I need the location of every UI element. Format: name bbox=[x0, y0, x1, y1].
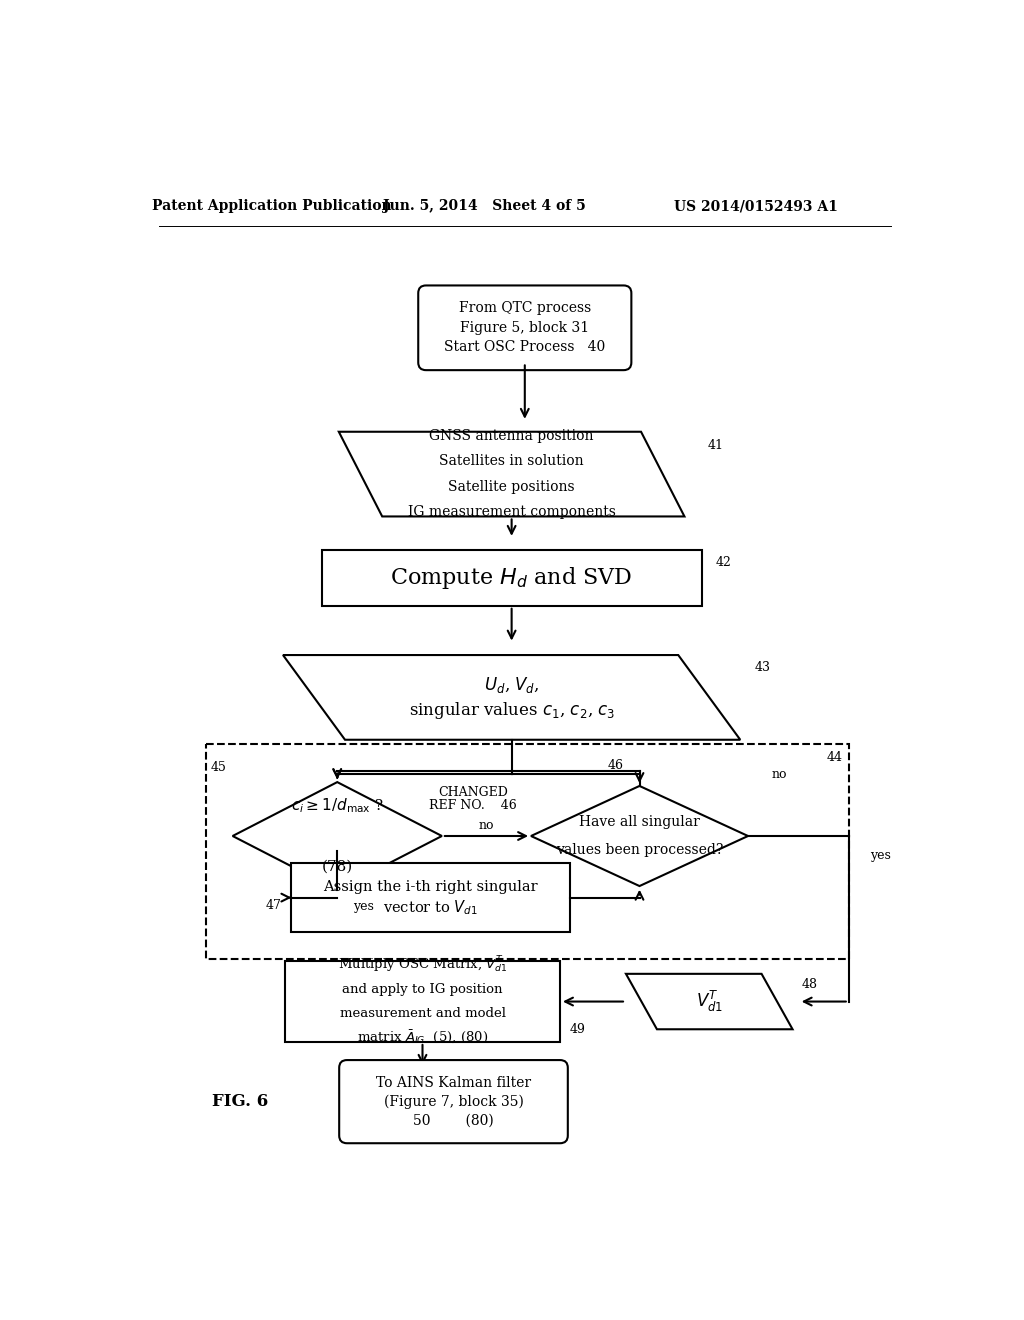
Text: 43: 43 bbox=[755, 661, 770, 675]
Text: 44: 44 bbox=[826, 751, 843, 764]
Text: GNSS antenna position: GNSS antenna position bbox=[429, 429, 594, 444]
Text: yes: yes bbox=[870, 849, 891, 862]
Text: yes: yes bbox=[352, 900, 374, 913]
Bar bbox=[322, 550, 701, 606]
Text: 46: 46 bbox=[608, 759, 624, 772]
Polygon shape bbox=[626, 974, 793, 1030]
Polygon shape bbox=[339, 432, 684, 516]
Text: IG measurement components: IG measurement components bbox=[408, 506, 615, 519]
Text: Jun. 5, 2014   Sheet 4 of 5: Jun. 5, 2014 Sheet 4 of 5 bbox=[383, 199, 586, 213]
Text: 49: 49 bbox=[569, 1023, 586, 1036]
Text: $V_{d1}^T$: $V_{d1}^T$ bbox=[695, 989, 723, 1014]
Bar bbox=[206, 743, 849, 960]
Text: REF NO.    46: REF NO. 46 bbox=[429, 800, 517, 813]
Text: measurement and model: measurement and model bbox=[340, 1007, 506, 1020]
Polygon shape bbox=[283, 655, 740, 739]
Text: To AINS Kalman filter: To AINS Kalman filter bbox=[376, 1076, 531, 1090]
Text: $c_i \geq 1/d_{\mathrm{max}}$ ?: $c_i \geq 1/d_{\mathrm{max}}$ ? bbox=[291, 796, 384, 816]
Text: no: no bbox=[478, 818, 495, 832]
Text: matrix $\bar{A}_{IG}$  (5), (80): matrix $\bar{A}_{IG}$ (5), (80) bbox=[356, 1030, 488, 1047]
Text: (78): (78) bbox=[322, 859, 353, 874]
Text: US 2014/0152493 A1: US 2014/0152493 A1 bbox=[674, 199, 838, 213]
Text: 48: 48 bbox=[802, 978, 818, 991]
Bar bbox=[291, 863, 569, 932]
Text: Start OSC Process   40: Start OSC Process 40 bbox=[444, 341, 605, 354]
Text: Patent Application Publication: Patent Application Publication bbox=[152, 199, 391, 213]
FancyBboxPatch shape bbox=[418, 285, 632, 370]
Text: Assign the i-th right singular: Assign the i-th right singular bbox=[323, 880, 538, 894]
Text: and apply to IG position: and apply to IG position bbox=[342, 983, 503, 995]
Text: (Figure 7, block 35): (Figure 7, block 35) bbox=[384, 1094, 523, 1109]
Polygon shape bbox=[232, 781, 442, 890]
FancyBboxPatch shape bbox=[339, 1060, 568, 1143]
Text: CHANGED: CHANGED bbox=[438, 785, 508, 799]
Text: Have all singular: Have all singular bbox=[579, 814, 700, 829]
Text: 41: 41 bbox=[708, 440, 724, 453]
Text: Multiply OSC Matrix, $V_{d1}^T$: Multiply OSC Matrix, $V_{d1}^T$ bbox=[338, 954, 508, 975]
Text: 47: 47 bbox=[265, 899, 282, 912]
Text: values been processed?: values been processed? bbox=[556, 843, 723, 857]
Text: Satellites in solution: Satellites in solution bbox=[439, 454, 584, 469]
Text: vector to $V_{d1}$: vector to $V_{d1}$ bbox=[383, 899, 477, 917]
Text: Satellite positions: Satellite positions bbox=[449, 479, 574, 494]
Text: singular values $c_1$, $c_2$, $c_3$: singular values $c_1$, $c_2$, $c_3$ bbox=[409, 700, 614, 721]
Text: Figure 5, block 31: Figure 5, block 31 bbox=[460, 321, 590, 335]
Text: 45: 45 bbox=[211, 762, 226, 775]
Text: no: no bbox=[771, 768, 786, 781]
Text: 50        (80): 50 (80) bbox=[413, 1114, 494, 1127]
Text: FIG. 6: FIG. 6 bbox=[212, 1093, 268, 1110]
Text: 42: 42 bbox=[716, 557, 731, 569]
Text: Compute $H_d$ and SVD: Compute $H_d$ and SVD bbox=[390, 565, 633, 591]
Text: From QTC process: From QTC process bbox=[459, 301, 591, 315]
Bar bbox=[285, 961, 560, 1041]
Polygon shape bbox=[531, 785, 748, 886]
Text: $U_d$, $V_d$,: $U_d$, $V_d$, bbox=[483, 675, 540, 694]
